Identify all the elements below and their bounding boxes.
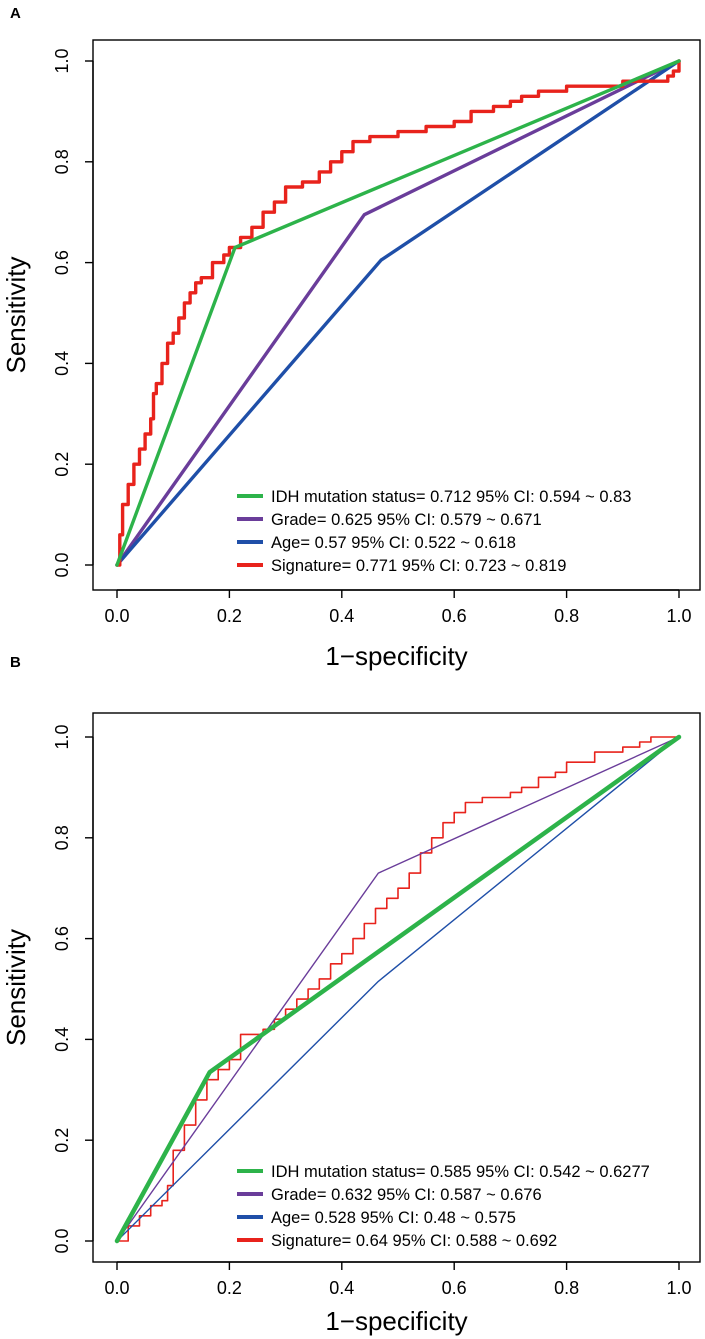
y-tick-label: 0.8 [52,825,72,850]
legend-entry: Signature= 0.771 95% CI: 0.723 ~ 0.819 [271,557,566,575]
x-tick-label: 0.4 [329,1278,354,1298]
x-tick-label: 0.2 [217,1278,242,1298]
series-line-grade [115,59,681,567]
x-tick-label: 0.6 [442,606,467,626]
y-tick-label: 0.2 [52,452,72,477]
legend-entry: Grade= 0.625 95% CI: 0.579 ~ 0.671 [271,511,542,529]
panel-b: B 0.0 0.2 0.4 0.6 0.8 1.0 0.0 0.2 0.4 0.6 0.8 1.0 1−s… [1,654,701,1336]
x-tick-label: 0.8 [554,606,579,626]
series-line-signature [116,736,680,1242]
x-tick-label: 0.4 [329,606,354,626]
legend-entry: Signature= 0.64 95% CI: 0.588 ~ 0.692 [271,1232,557,1250]
y-tick-label: 0.8 [52,149,72,174]
panel-label: A [10,5,21,22]
y-tick-label: 0.6 [52,250,72,275]
legend-entry: IDH mutation status= 0.585 95% CI: 0.542… [271,1163,650,1181]
x-axis-title: 1−specificity [325,641,467,671]
panel-a: A 0.0 0.2 0.4 0.6 0.8 1.0 0.0 0.2 0.4 0.6 0.8 1.0 1−s… [1,5,701,671]
panel-label: B [10,654,21,671]
y-tick-label: 0.2 [52,1128,72,1153]
series-line-grade [116,736,680,1242]
x-tick-label: 0.6 [442,1278,467,1298]
y-tick-label: 0.6 [52,926,72,951]
x-tick-label: 0.8 [554,1278,579,1298]
y-tick-label: 1.0 [52,724,72,749]
series-line-signature [115,59,681,567]
series-line-age [116,736,680,1242]
y-tick-label: 0.4 [52,1027,72,1052]
y-axis-title: Sensitivity [1,929,31,1046]
x-tick-label: 1.0 [666,1278,691,1298]
y-axis-title: Sensitivity [1,256,31,373]
y-tick-label: 0.0 [52,552,72,577]
x-tick-label: 1.0 [666,606,691,626]
legend-entry: Age= 0.57 95% CI: 0.522 ~ 0.618 [271,534,516,552]
y-tick-label: 0.0 [52,1228,72,1253]
legend-entry: Grade= 0.632 95% CI: 0.587 ~ 0.676 [271,1186,542,1204]
legend-entry: IDH mutation status= 0.712 95% CI: 0.594… [271,488,631,506]
series-line-idh-mutation-status [114,734,682,1244]
x-axis-title: 1−specificity [325,1306,467,1336]
x-tick-label: 0.2 [217,606,242,626]
y-tick-label: 0.4 [52,351,72,376]
x-tick-label: 0.0 [104,1278,129,1298]
y-tick-label: 1.0 [52,48,72,73]
series-line-idh-mutation-status [115,59,681,567]
legend-entry: Age= 0.528 95% CI: 0.48 ~ 0.575 [271,1209,516,1227]
series-line-age [115,59,681,567]
x-tick-label: 0.0 [104,606,129,626]
